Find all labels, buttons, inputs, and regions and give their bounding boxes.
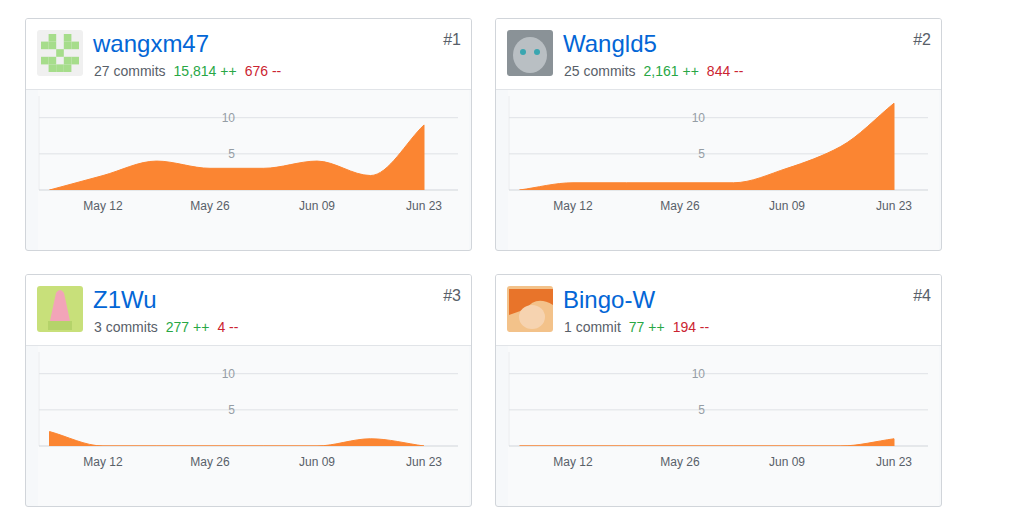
x-tick-label: May 26 xyxy=(190,455,230,469)
avatar xyxy=(37,286,83,332)
additions: 77 ++ xyxy=(629,319,665,335)
x-tick-label: Jun 09 xyxy=(299,455,335,469)
y-tick-label: 10 xyxy=(692,111,706,125)
rank: #4 xyxy=(913,287,931,305)
contributor-name: Wangld5 xyxy=(563,30,657,58)
y-axis-line xyxy=(39,352,40,446)
contributor-name: Bingo-W xyxy=(563,286,655,314)
plot-area xyxy=(50,432,425,446)
y-tick-label: 5 xyxy=(698,403,705,417)
plot-background xyxy=(38,346,469,507)
y-axis-line xyxy=(39,96,40,190)
contributor-card: wangxm47 #1 27 commits 15,814 ++ 676 -- 5 10 Ma… xyxy=(25,18,472,251)
avatar xyxy=(507,286,553,332)
deletions: 676 -- xyxy=(245,63,282,79)
plot-area xyxy=(520,439,895,446)
x-tick-label: Jun 09 xyxy=(769,455,805,469)
avatar xyxy=(37,30,83,76)
card-header xyxy=(496,275,941,346)
x-tick-label: Jun 09 xyxy=(299,199,335,213)
contributor-name: Z1Wu xyxy=(93,286,157,314)
rank: #1 xyxy=(443,31,461,49)
plot-background xyxy=(508,346,939,507)
commit-area xyxy=(520,103,895,190)
x-tick-label: Jun 23 xyxy=(876,199,912,213)
plot-area xyxy=(50,125,425,190)
commit-area xyxy=(520,439,895,446)
x-tick-label: May 26 xyxy=(660,455,700,469)
deletions: 194 -- xyxy=(673,319,710,335)
chart: 5 10 May 12 May 26 Jun 09 Jun 23 xyxy=(26,275,472,507)
card-header xyxy=(26,19,471,90)
grid-line xyxy=(39,117,458,118)
y-tick-label: 5 xyxy=(228,147,235,161)
commit-stats: 1 commit 77 ++ 194 -- xyxy=(564,319,717,335)
commit-stats: 27 commits 15,814 ++ 676 -- xyxy=(94,63,289,79)
additions: 277 ++ xyxy=(166,319,210,335)
commit-count: 27 commits xyxy=(94,63,166,79)
x-tick-label: May 26 xyxy=(660,199,700,213)
grid-line xyxy=(509,117,928,118)
chart: 5 10 May 12 May 26 Jun 09 Jun 23 xyxy=(496,275,942,507)
commit-count: 3 commits xyxy=(94,319,158,335)
x-tick-label: May 12 xyxy=(83,199,123,213)
y-tick-label: 10 xyxy=(692,367,706,381)
x-tick-label: May 26 xyxy=(190,199,230,213)
grid-line xyxy=(39,373,458,374)
commit-count: 1 commit xyxy=(564,319,621,335)
grid-line xyxy=(509,373,928,374)
x-tick-label: May 12 xyxy=(553,455,593,469)
rank: #3 xyxy=(443,287,461,305)
additions: 2,161 ++ xyxy=(644,63,699,79)
x-tick-label: May 12 xyxy=(553,199,593,213)
chart: 5 10 May 12 May 26 Jun 09 Jun 23 xyxy=(496,19,942,251)
contributor-name: wangxm47 xyxy=(93,30,209,58)
contributor-card: Bingo-W #4 1 commit 77 ++ 194 -- 5 10 May 12 May… xyxy=(495,274,942,507)
x-tick-label: Jun 09 xyxy=(769,199,805,213)
y-tick-label: 10 xyxy=(222,367,236,381)
x-tick-label: Jun 23 xyxy=(876,455,912,469)
y-axis-line xyxy=(509,352,510,446)
contributor-card: Wangld5 #2 25 commits 2,161 ++ 844 -- 5 10 May … xyxy=(495,18,942,251)
chart: 5 10 May 12 May 26 Jun 09 Jun 23 xyxy=(26,19,472,251)
deletions: 844 -- xyxy=(707,63,744,79)
commit-stats: 25 commits 2,161 ++ 844 -- xyxy=(564,63,751,79)
commit-stats: 3 commits 277 ++ 4 -- xyxy=(94,319,246,335)
x-tick-label: Jun 23 xyxy=(406,455,442,469)
y-tick-label: 5 xyxy=(228,403,235,417)
y-tick-label: 5 xyxy=(698,147,705,161)
commit-area xyxy=(50,125,425,190)
x-tick-label: May 12 xyxy=(83,455,123,469)
card-header xyxy=(496,19,941,90)
y-axis-line xyxy=(509,96,510,190)
x-tick-label: Jun 23 xyxy=(406,199,442,213)
avatar xyxy=(507,30,553,76)
additions: 15,814 ++ xyxy=(174,63,237,79)
grid-line xyxy=(509,409,928,410)
plot-area xyxy=(520,103,895,190)
contributor-card: Z1Wu #3 3 commits 277 ++ 4 -- 5 10 May 12 May 26… xyxy=(25,274,472,507)
card-header xyxy=(26,275,471,346)
commit-area xyxy=(50,432,425,446)
commit-count: 25 commits xyxy=(564,63,636,79)
deletions: 4 -- xyxy=(217,319,238,335)
grid-line xyxy=(39,409,458,410)
grid-line xyxy=(39,153,458,154)
rank: #2 xyxy=(913,31,931,49)
y-tick-label: 10 xyxy=(222,111,236,125)
